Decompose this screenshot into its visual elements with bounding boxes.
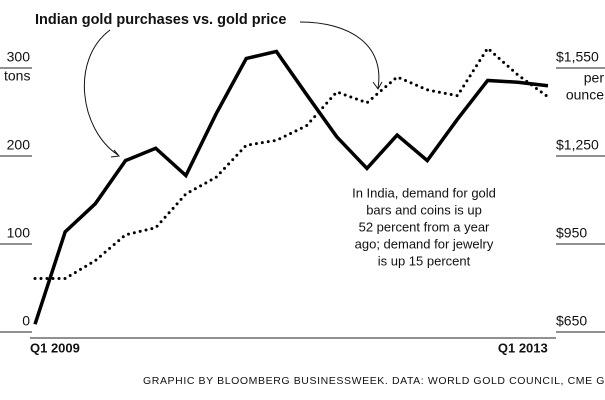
- y2-tick-label: $650: [556, 313, 587, 329]
- y2-axis-label: per: [584, 70, 605, 86]
- y-axis-label: tons: [4, 68, 30, 84]
- chart-title: Indian gold purchases vs. gold price: [35, 12, 286, 28]
- y-tick-label: 200: [7, 137, 31, 153]
- arrow: [299, 21, 380, 89]
- x-tick-label: Q1 2013: [498, 340, 548, 355]
- line-solid: [33, 49, 549, 325]
- arrowhead: [372, 81, 383, 90]
- annotation: is up 15 percent: [378, 253, 471, 268]
- arrow: [83, 29, 119, 156]
- annotation: In India, demand for gold: [352, 185, 496, 200]
- y2-tick-label: $1,250: [556, 137, 599, 153]
- y-tick-label: 100: [7, 225, 31, 241]
- y-tick-label: 300: [7, 49, 31, 65]
- annotation: 52 percent from a year: [359, 219, 490, 234]
- source: GRAPHIC BY BLOOMBERG BUSINESSWEEK. DATA:…: [143, 375, 605, 387]
- line-dotted: [33, 45, 550, 280]
- annotation: ago; demand for jewelry: [355, 236, 494, 251]
- x-tick-label: Q1 2009: [30, 340, 80, 355]
- y2-tick-label: $950: [556, 225, 587, 241]
- y2-axis-label: ounce: [566, 87, 604, 103]
- arrowhead: [110, 149, 120, 158]
- annotation: bars and coins is up: [366, 202, 482, 217]
- y2-tick-label: $1,550: [556, 49, 599, 65]
- y-tick-label: 0: [22, 313, 30, 329]
